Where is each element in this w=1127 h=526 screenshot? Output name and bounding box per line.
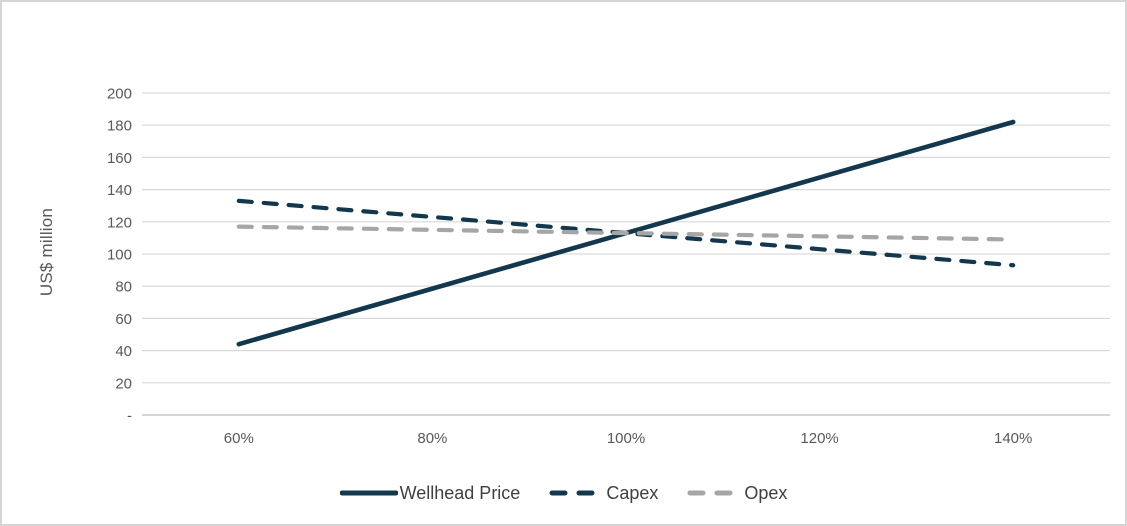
y-tick-label: 40 [115,343,132,360]
legend-item-capex: Capex [546,483,658,504]
x-tick-label: 80% [417,430,447,447]
legend-label: Opex [744,482,788,503]
y-tick-label: 120 [107,214,132,231]
legend-label: Capex [606,482,659,503]
y-tick-label: 80 [115,279,132,296]
x-tick-label: 140% [994,430,1032,447]
y-tick-label: 140 [107,182,132,199]
y-tick-label: 60 [115,311,132,328]
legend-swatch-wellhead-price [339,490,398,496]
chart-legend: Wellhead Price Capex Opex [2,479,1125,507]
y-tick-label: - [127,408,132,425]
x-tick-label: 60% [224,430,254,447]
y-tick-label: 20 [115,375,132,392]
legend-item-opex: Opex [684,483,787,504]
legend-label: Wellhead Price [399,482,521,503]
series-line-opex [236,224,1016,242]
y-tick-label: 180 [107,118,132,135]
y-axis-title: US$ million [37,207,56,297]
y-tick-label: 160 [107,150,132,167]
legend-item-wellhead-price: Wellhead Price [339,482,521,504]
x-tick-label: 120% [800,430,838,447]
legend-swatch-opex [687,490,739,496]
x-tick-label: 100% [607,430,645,447]
y-tick-label: 200 [107,86,132,103]
legend-swatch-capex [549,490,601,496]
y-tick-label: 100 [107,247,132,264]
